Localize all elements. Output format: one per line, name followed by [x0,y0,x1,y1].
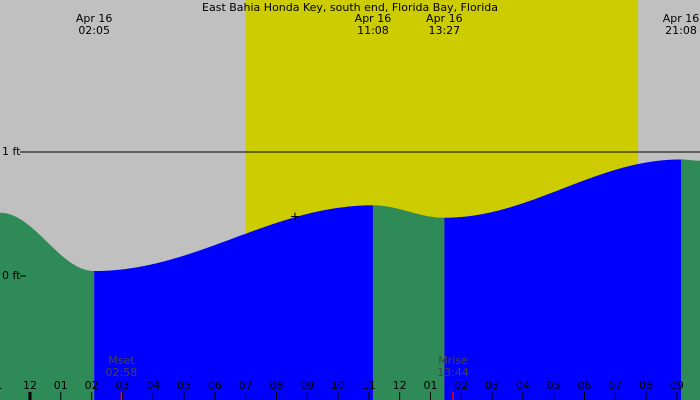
extreme-date: Apr 16 [76,12,113,25]
x-tick-label: 09 [670,379,684,392]
x-tick-label: 03 [485,379,499,392]
x-tick-label: 07 [608,379,622,392]
chart-title: East Bahia Honda Key, south end, Florida… [202,1,498,14]
water [0,159,700,400]
x-tick-label: 07 [239,379,253,392]
x-tick-label: 02 [454,379,468,392]
x-tick-label: 08 [269,379,283,392]
extreme-time: 21:08 [665,24,697,37]
moon-time: 13:44 [437,366,469,379]
extreme-time: 11:08 [357,24,389,37]
x-tick-label: 03 [115,379,129,392]
moon-label: Mrise [438,354,468,367]
extreme-time: 13:27 [428,24,460,37]
x-tick-label: 09 [300,379,314,392]
x-tick-label: 10 [331,379,345,392]
extreme-date: Apr 16 [426,12,463,25]
extreme-time: 02:05 [78,24,110,37]
tide-area [0,212,95,400]
x-tick-label: 12 [393,379,407,392]
x-tick-label: 05 [547,379,561,392]
tide-area [372,205,445,400]
extreme-date: Apr 16 [355,12,392,25]
x-tick-label: 04 [146,379,160,392]
x-tick-label: 01 [423,379,437,392]
x-tick-label: 01 [54,379,68,392]
moon-time: 02:58 [106,366,138,379]
x-tick-label: 08 [639,379,653,392]
y-tick-label: 1 ft [2,145,21,158]
x-tick-label: 06 [208,379,222,392]
extreme-date: Apr 16 [663,12,700,25]
x-tick-label: 1 [0,379,3,392]
y-tick-label: 0 ft [2,269,21,282]
x-tick-label: 06 [577,379,591,392]
tide-area [680,159,700,400]
x-tick-label: 12 [23,379,37,392]
tide-area [94,205,373,400]
now-marker [290,212,299,221]
tide-area [444,159,681,400]
x-tick-label: 11 [362,379,376,392]
x-tick-label: 05 [177,379,191,392]
moon-label: Mset [108,354,135,367]
x-tick-label: 02 [85,379,99,392]
x-tick-label: 04 [516,379,530,392]
